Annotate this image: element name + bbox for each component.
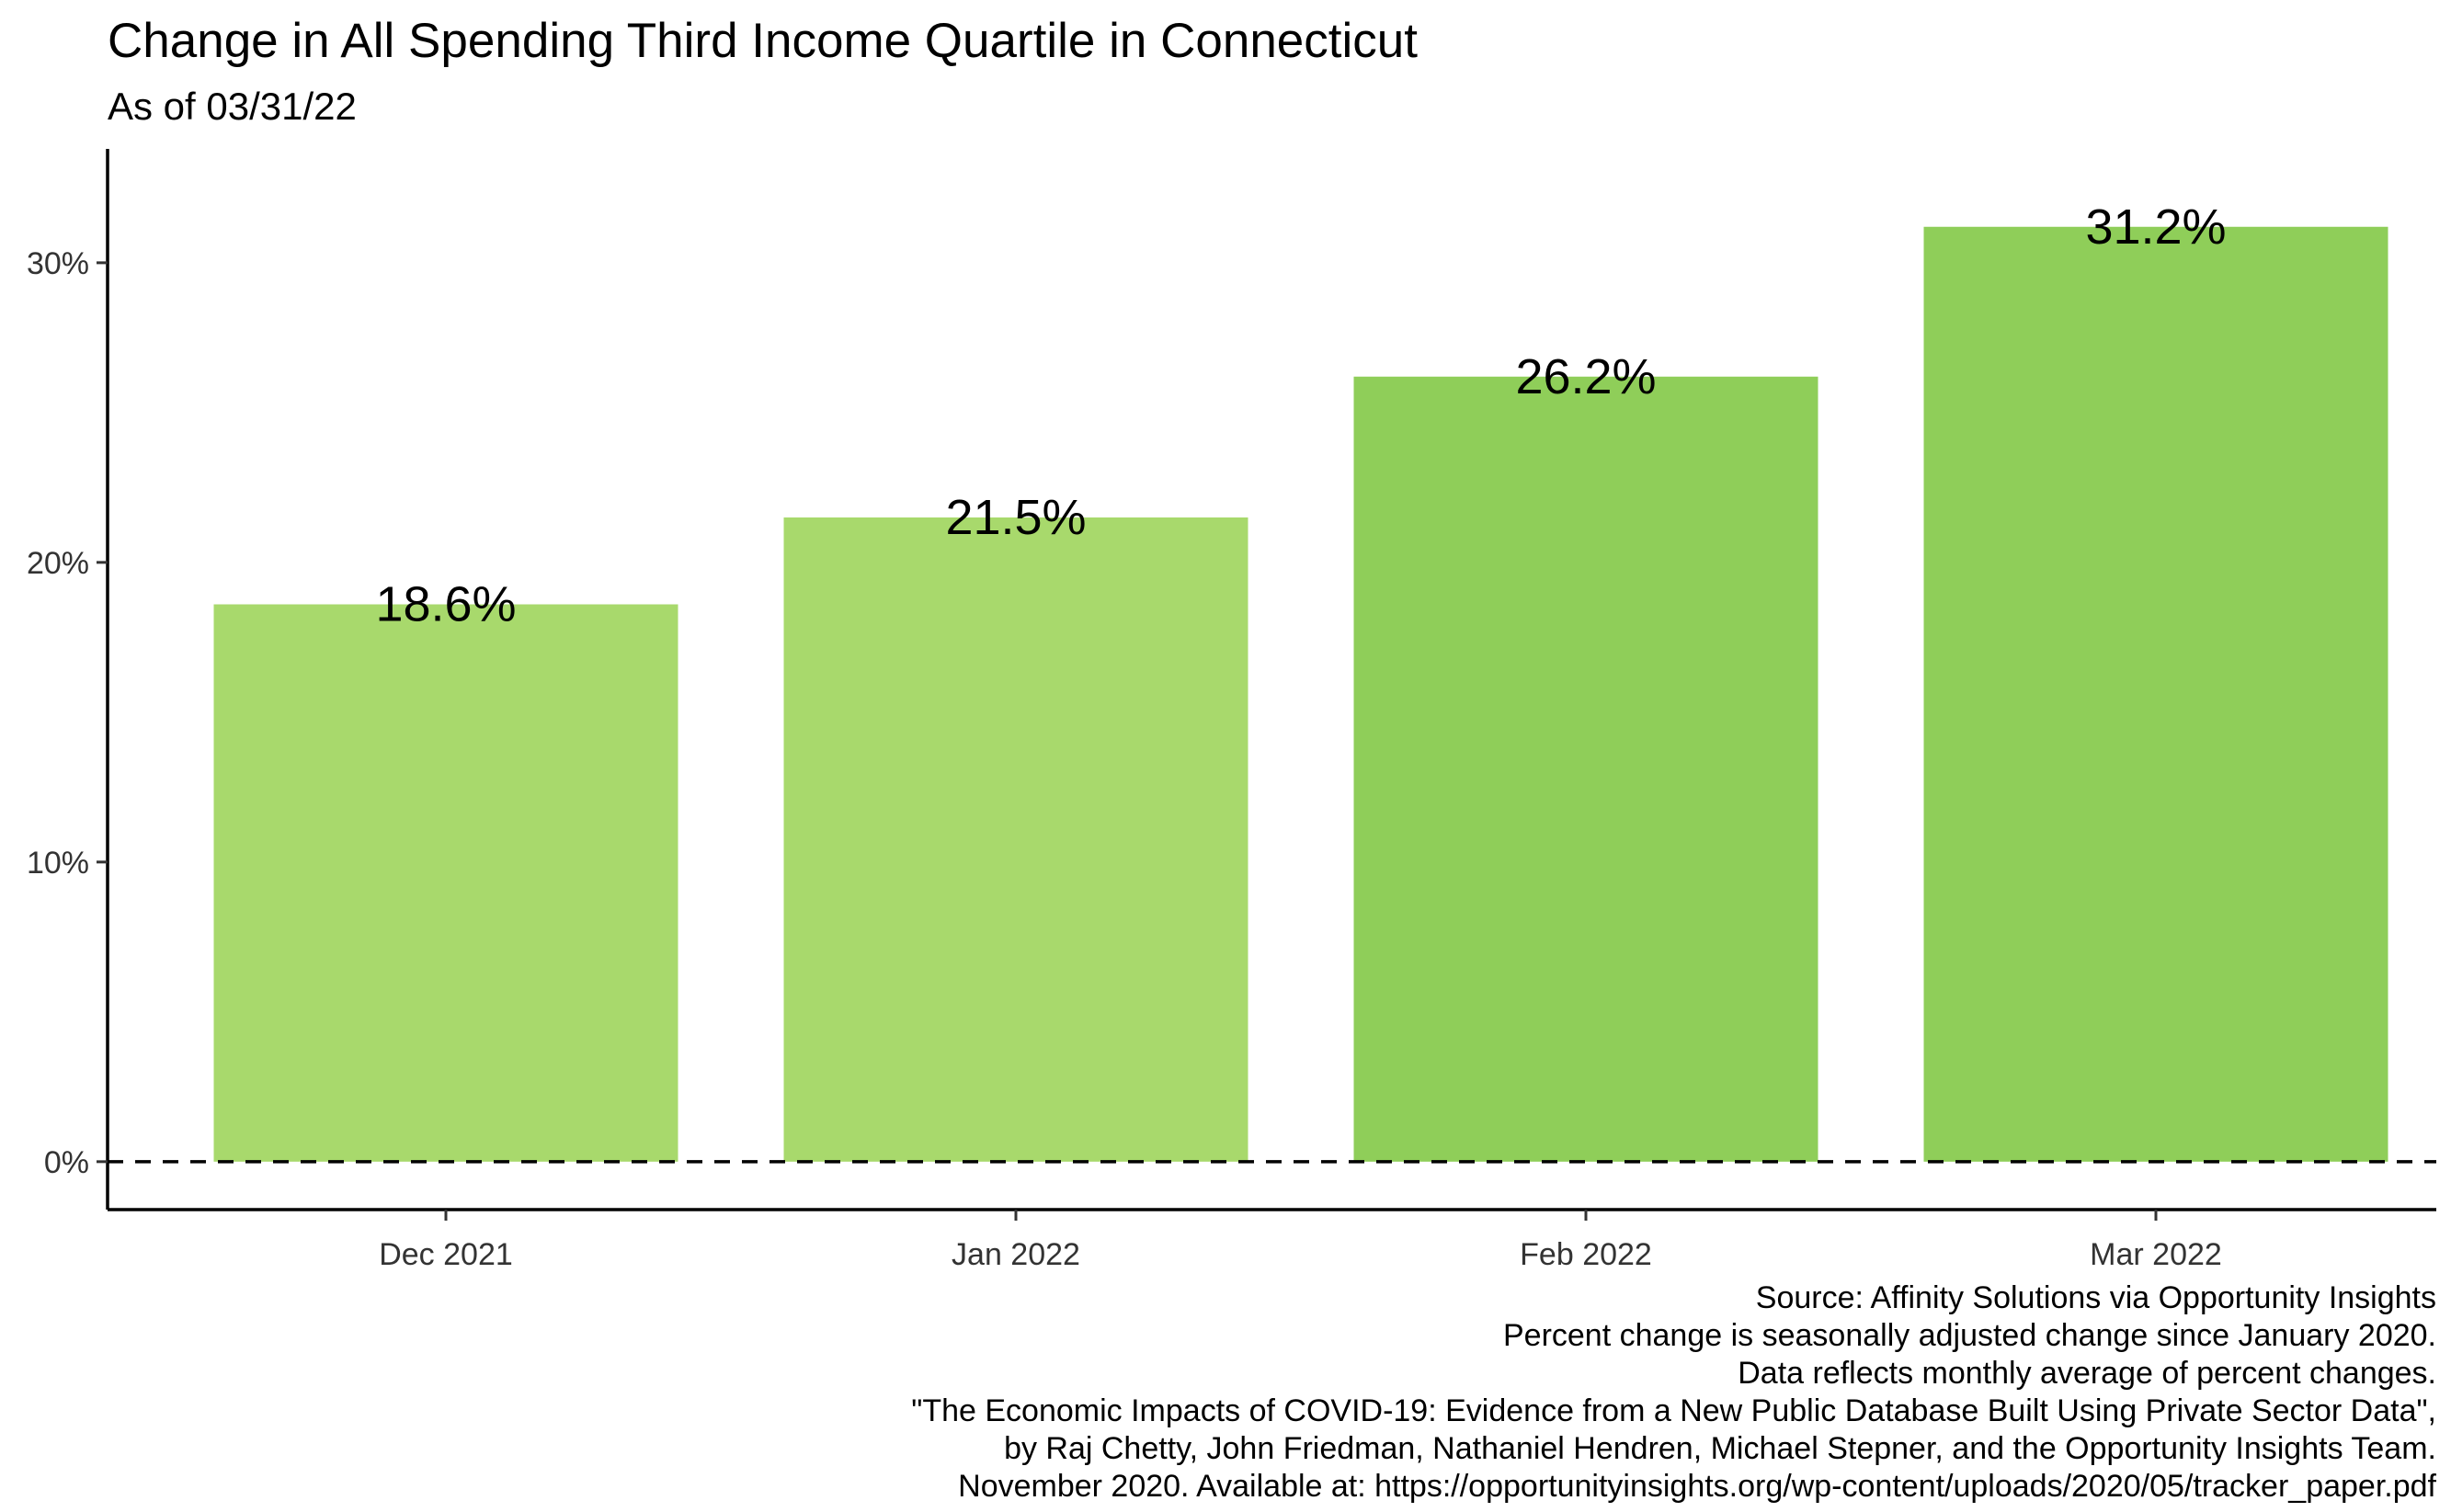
y-axis-ticks: 0% 10% 20% 30% bbox=[27, 246, 108, 1180]
data-label: 31.2% bbox=[2085, 199, 2226, 255]
caption-line: Source: Affinity Solutions via Opportuni… bbox=[1756, 1280, 2436, 1315]
y-tick-label: 0% bbox=[44, 1145, 89, 1180]
data-label: 26.2% bbox=[1515, 349, 1656, 404]
bars-group bbox=[213, 226, 2388, 1162]
y-tick-label: 10% bbox=[27, 846, 89, 881]
caption-line: by Raj Chetty, John Friedman, Nathaniel … bbox=[1004, 1431, 2436, 1466]
data-label: 18.6% bbox=[375, 577, 516, 632]
chart-subtitle: As of 03/31/22 bbox=[108, 85, 357, 128]
data-label: 21.5% bbox=[945, 490, 1086, 545]
chart-caption: Source: Affinity Solutions via Opportuni… bbox=[911, 1280, 2436, 1504]
x-tick-label: Feb 2022 bbox=[1520, 1237, 1652, 1272]
data-labels-group: 18.6% 21.5% 26.2% 31.2% bbox=[375, 199, 2226, 632]
caption-line: Data reflects monthly average of percent… bbox=[1738, 1356, 2436, 1391]
bar-mar-2022 bbox=[1923, 226, 2388, 1162]
caption-line: "The Economic Impacts of COVID-19: Evide… bbox=[911, 1393, 2436, 1428]
bar-dec-2021 bbox=[213, 604, 678, 1162]
y-tick-label: 30% bbox=[27, 246, 89, 281]
x-tick-label: Jan 2022 bbox=[952, 1237, 1080, 1272]
x-tick-label: Mar 2022 bbox=[2090, 1237, 2222, 1272]
bar-jan-2022 bbox=[783, 517, 1248, 1162]
bar-feb-2022 bbox=[1353, 376, 1818, 1162]
x-tick-label: Dec 2021 bbox=[379, 1237, 513, 1272]
caption-line: Percent change is seasonally adjusted ch… bbox=[1503, 1318, 2436, 1353]
y-tick-label: 20% bbox=[27, 546, 89, 581]
x-axis-ticks: Dec 2021 Jan 2022 Feb 2022 Mar 2022 bbox=[379, 1210, 2222, 1272]
caption-line: November 2020. Available at: https://opp… bbox=[958, 1469, 2436, 1504]
chart-title: Change in All Spending Third Income Quar… bbox=[108, 14, 1418, 68]
